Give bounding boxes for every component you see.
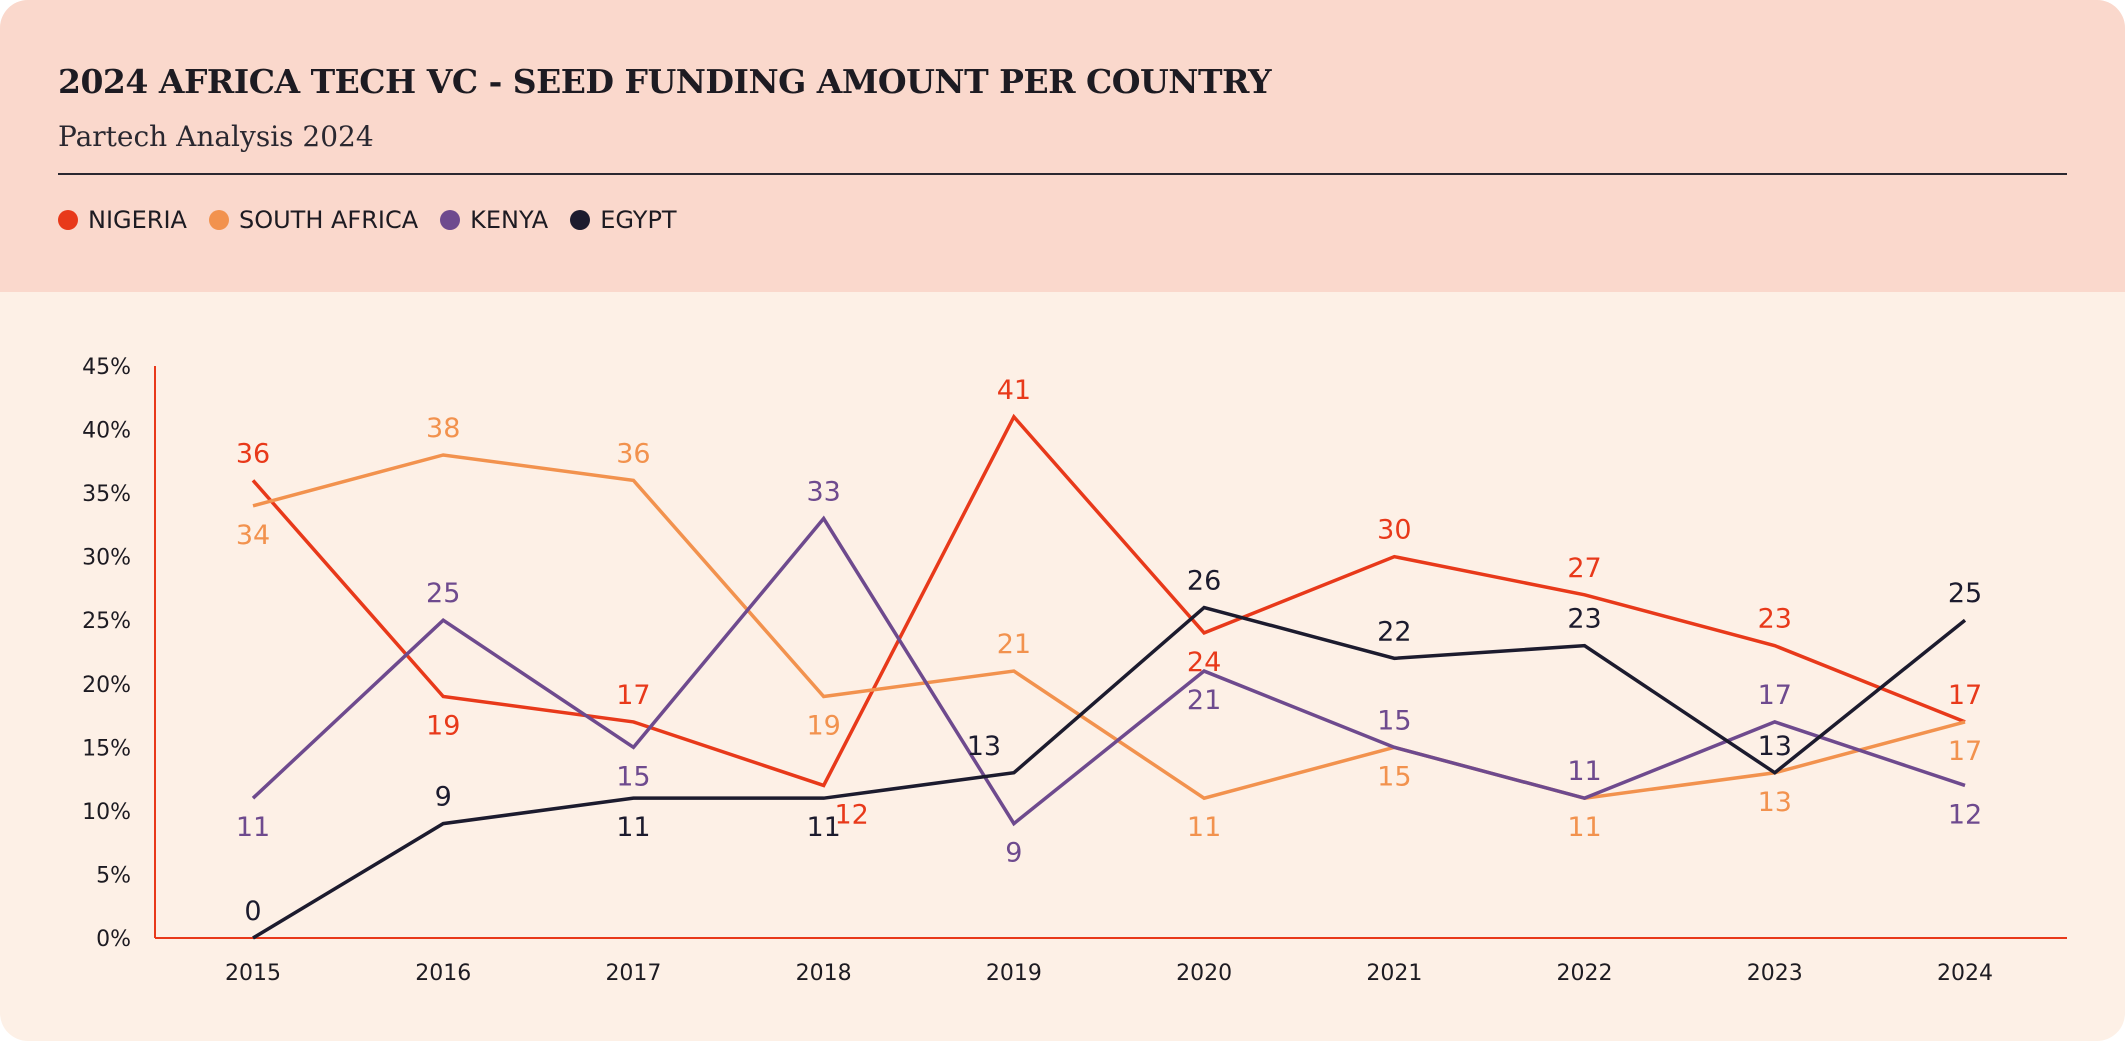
y-tick-label: 20% (82, 673, 131, 698)
data-label: 23 (1567, 604, 1601, 635)
legend-item-egypt: EGYPT (570, 206, 677, 234)
data-label: 33 (806, 477, 840, 508)
data-label: 0 (244, 896, 261, 927)
y-tick-label: 45% (82, 355, 131, 380)
x-tick-label: 2020 (1176, 961, 1232, 986)
y-tick-label: 40% (82, 419, 131, 444)
legend-item-kenya: KENYA (440, 206, 548, 234)
series-line-south-africa (252, 453, 1966, 801)
data-label: 34 (236, 520, 270, 551)
x-tick-label: 2018 (796, 961, 852, 986)
legend-item-nigeria: NIGERIA (58, 206, 187, 234)
legend-dot-icon (208, 210, 229, 230)
y-tick-label: 0% (96, 927, 131, 952)
chart-subtitle: Partech Analysis 2024 (58, 120, 374, 153)
legend-dot-icon (58, 210, 78, 230)
series-line-nigeria (251, 413, 1966, 788)
x-tick-label: 2024 (1937, 961, 1993, 986)
data-label: 23 (1758, 604, 1792, 635)
data-label: 17 (1758, 680, 1792, 711)
header-divider (58, 173, 2067, 175)
x-tick-label: 2022 (1557, 961, 1613, 986)
data-label: 19 (426, 710, 460, 741)
data-label: 21 (1187, 685, 1221, 716)
x-tick-label: 2021 (1366, 961, 1422, 986)
data-label: 9 (435, 782, 452, 813)
data-label: 27 (1567, 553, 1601, 584)
data-label: 24 (1187, 647, 1221, 678)
data-label: 15 (616, 761, 650, 792)
legend-dot-icon (440, 210, 461, 230)
data-label: 13 (1758, 787, 1792, 818)
data-label: 30 (1377, 515, 1411, 546)
data-label: 13 (1758, 731, 1792, 762)
y-tick-label: 10% (82, 800, 131, 825)
data-label: 15 (1377, 705, 1411, 736)
data-label: 36 (236, 438, 270, 469)
legend-label: NIGERIA (88, 206, 187, 234)
y-tick-label: 25% (82, 609, 131, 634)
data-label: 25 (1948, 578, 1982, 609)
legend-item-south-africa: SOUTH AFRICA (208, 206, 419, 234)
data-label: 25 (426, 578, 460, 609)
data-label: 11 (616, 812, 650, 843)
data-label: 41 (997, 375, 1031, 406)
y-tick-label: 35% (82, 482, 131, 507)
data-label: 15 (1377, 761, 1411, 792)
data-label: 12 (834, 799, 868, 830)
data-label: 21 (997, 629, 1031, 660)
data-label: 26 (1187, 566, 1221, 597)
legend: NIGERIA SOUTH AFRICA KENYA EGYPT (58, 206, 677, 234)
data-label: 36 (616, 438, 650, 469)
x-tick-label: 2017 (605, 961, 661, 986)
legend-label: SOUTH AFRICA (238, 206, 419, 234)
y-tick-label: 5% (96, 863, 131, 888)
x-tick-label: 2016 (415, 961, 471, 986)
x-tick-label: 2023 (1747, 961, 1803, 986)
data-label: 11 (1567, 756, 1601, 787)
data-label: 11 (806, 812, 840, 843)
data-label: 9 (1005, 838, 1022, 869)
data-label: 19 (806, 710, 840, 741)
data-label: 17 (616, 680, 650, 711)
legend-label: EGYPT (600, 206, 677, 234)
y-tick-label: 15% (82, 736, 131, 761)
data-label: 17 (1948, 680, 1982, 711)
data-label: 12 (1948, 799, 1982, 830)
legend-label: KENYA (470, 206, 549, 234)
legend-dot-icon (570, 210, 591, 230)
series-line-kenya (251, 515, 1966, 827)
chart-title: 2024 AFRICA TECH VC - SEED FUNDING AMOUN… (58, 62, 1272, 101)
data-label: 22 (1377, 616, 1411, 647)
data-label: 38 (426, 413, 460, 444)
x-tick-label: 2019 (986, 961, 1042, 986)
data-label: 11 (1187, 812, 1221, 843)
data-label: 11 (1567, 812, 1601, 843)
chart-header: 2024 AFRICA TECH VC - SEED FUNDING AMOUN… (0, 0, 2125, 292)
data-label: 11 (236, 812, 270, 843)
data-label: 13 (967, 731, 1001, 762)
data-label: 17 (1948, 736, 1982, 767)
x-tick-label: 2015 (225, 961, 281, 986)
series-line-egypt (252, 605, 1967, 940)
y-tick-label: 30% (82, 546, 131, 571)
